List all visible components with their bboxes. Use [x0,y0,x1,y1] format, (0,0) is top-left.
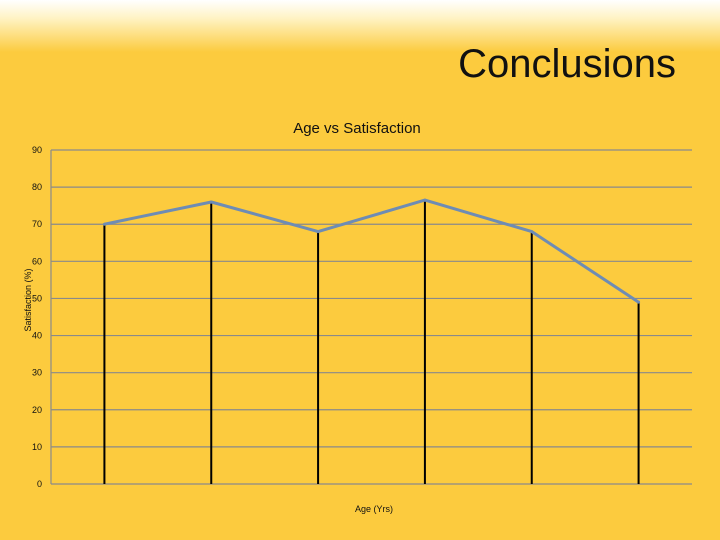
data-point [102,222,106,226]
x-axis-label: Age (Yrs) [355,504,393,514]
drop-lines [103,200,640,484]
y-tick-label: 40 [32,331,42,341]
slide-title: Conclusions [458,42,676,86]
y-tick-label: 0 [37,479,42,489]
chart-title: Age vs Satisfaction [293,120,421,137]
y-tick-label: 90 [32,145,42,155]
gridlines [50,149,692,485]
data-point [530,230,534,234]
data-point [637,300,641,304]
series-layer [102,198,641,304]
y-tick-label: 60 [32,256,42,266]
series-line [104,198,640,304]
y-tick-label: 70 [32,219,42,229]
data-point [423,198,427,202]
y-tick-label: 10 [32,442,42,452]
title-band [0,0,720,52]
y-tick-label: 30 [32,368,42,378]
y-axis-label: Satisfaction (%) [23,268,33,331]
data-point [209,200,213,204]
y-tick-label: 50 [32,293,42,303]
y-tick-label: 20 [32,405,42,415]
data-point [316,230,320,234]
y-tick-label: 80 [32,182,42,192]
y-tick-labels: 0 10 20 30 40 50 60 70 80 90 [32,145,42,489]
